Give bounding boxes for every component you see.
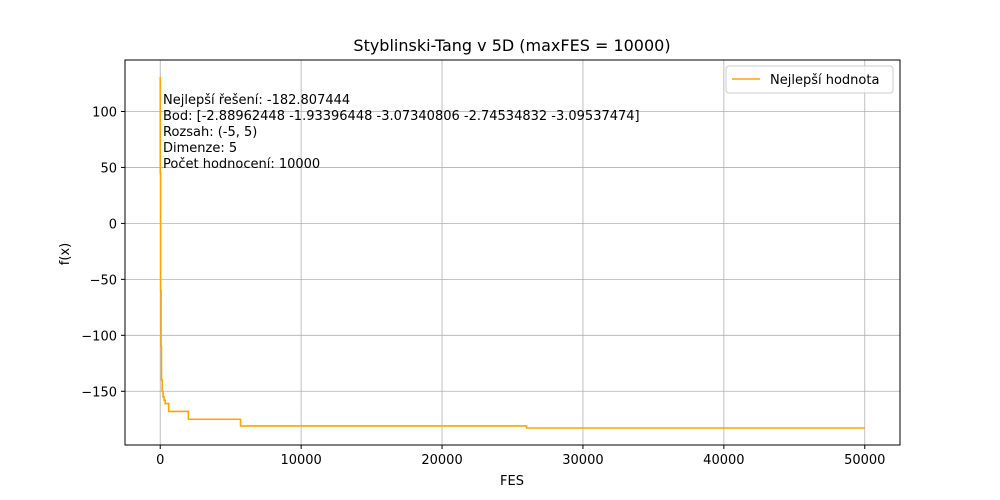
y-axis-label: f(x) — [58, 243, 73, 265]
y-tick-label: −50 — [90, 273, 117, 288]
ticks: 0 10000 20000 30000 40000 50000 −150 −100 −50 0 50… — [81, 105, 885, 468]
y-tick-label: 50 — [100, 161, 117, 176]
x-tick-label: 30000 — [562, 453, 603, 468]
x-tick-label: 0 — [156, 453, 164, 468]
grid — [125, 60, 900, 445]
legend: Nejlepší hodnota — [725, 65, 894, 94]
annotation-best-solution: Nejlepší řešení: -182.807444 — [163, 93, 350, 108]
x-tick-label: 50000 — [844, 453, 885, 468]
annotation-range: Rozsah: (-5, 5) — [163, 125, 257, 140]
y-tick-label: −100 — [81, 329, 117, 344]
annotation-dimension: Dimenze: 5 — [163, 141, 237, 156]
plot-lines — [159, 76, 865, 429]
annotation-block: Nejlepší řešení: -182.807444 Bod: [-2.88… — [163, 93, 640, 172]
x-axis-label: FES — [500, 474, 524, 489]
x-tick-label: 20000 — [421, 453, 462, 468]
annotation-evaluations: Počet hodnocení: 10000 — [163, 157, 320, 172]
annotation-point: Bod: [-2.88962448 -1.93396448 -3.0734080… — [163, 109, 640, 124]
x-tick-label: 10000 — [280, 453, 321, 468]
chart-title: Styblinski-Tang v 5D (maxFES = 10000) — [353, 36, 670, 55]
x-tick-label: 40000 — [703, 453, 744, 468]
y-tick-label: −150 — [81, 385, 117, 400]
legend-box — [725, 65, 894, 94]
series-line — [159, 76, 865, 429]
plot-frame — [124, 59, 901, 446]
y-tick-label: 100 — [92, 105, 117, 120]
y-tick-label: 0 — [109, 217, 117, 232]
legend-label: Nejlepší hodnota — [770, 73, 879, 88]
